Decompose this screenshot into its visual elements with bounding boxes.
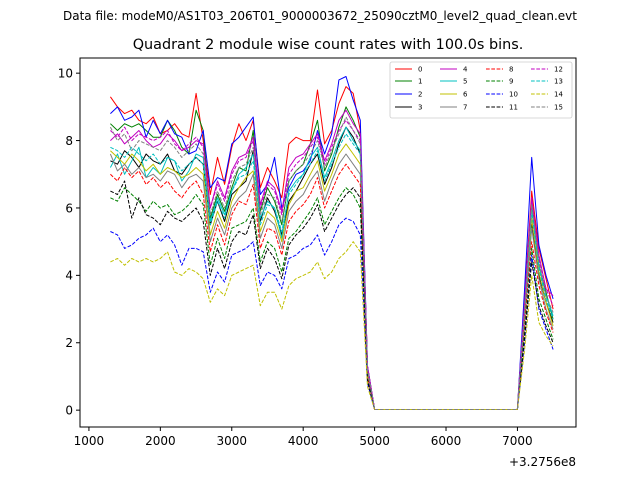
series-line-3 [110, 126, 554, 410]
series-line-1 [110, 106, 554, 410]
x-tick-label: 6000 [431, 434, 462, 448]
legend-label-8: 8 [509, 66, 513, 74]
axes-frame [79, 57, 577, 428]
legend-label-14: 14 [554, 91, 563, 99]
legend-label-13: 13 [554, 78, 563, 86]
legend-label-10: 10 [509, 91, 518, 99]
x-tick-label: 5000 [359, 434, 390, 448]
legend-label-15: 15 [554, 104, 563, 112]
y-tick-label: 8 [65, 134, 73, 148]
x-tick-label: 4000 [288, 434, 319, 448]
y-tick-label: 6 [65, 201, 73, 215]
y-tick-label: 10 [58, 66, 73, 80]
series-line-13 [110, 133, 554, 410]
legend-label-0: 0 [418, 66, 422, 74]
legend-label-3: 3 [418, 104, 422, 112]
legend-label-2: 2 [418, 91, 422, 99]
chart-title: Quadrant 2 module wise count rates with … [133, 37, 524, 53]
x-axis-offset-label: +3.2756e8 [509, 455, 576, 469]
series-line-7 [109, 153, 554, 410]
series-line-9 [110, 187, 554, 410]
legend-frame [389, 61, 573, 119]
legend-label-5: 5 [463, 78, 467, 86]
series-line-14 [110, 241, 554, 410]
x-tick-label: 3000 [216, 434, 247, 448]
series-line-6 [110, 143, 554, 410]
x-tick-label: 2000 [145, 434, 176, 448]
y-tick-label: 4 [65, 269, 73, 283]
series-line-8 [110, 163, 554, 410]
series-line-15 [109, 116, 554, 410]
series-line-5 [109, 126, 554, 410]
y-axis: 0 2 4 6 8 10 [58, 66, 80, 417]
legend-label-11: 11 [509, 104, 518, 112]
series-line-10 [110, 217, 554, 410]
series-layer [109, 76, 554, 410]
y-tick-label: 2 [65, 336, 73, 350]
x-tick-label: 7000 [502, 434, 533, 448]
suptitle: Data file: modeM0/AS1T03_206T01_90000036… [63, 9, 577, 23]
legend-label-1: 1 [418, 78, 422, 86]
x-axis: 1000 2000 3000 4000 5000 6000 7000 [74, 427, 533, 448]
x-tick-label: 1000 [74, 434, 105, 448]
legend-label-7: 7 [463, 104, 467, 112]
legend-label-9: 9 [509, 78, 513, 86]
legend-label-6: 6 [463, 91, 468, 99]
y-tick-label: 0 [65, 403, 73, 417]
legend-label-4: 4 [463, 66, 468, 74]
legend-label-12: 12 [554, 66, 563, 74]
series-line-11 [110, 180, 554, 410]
